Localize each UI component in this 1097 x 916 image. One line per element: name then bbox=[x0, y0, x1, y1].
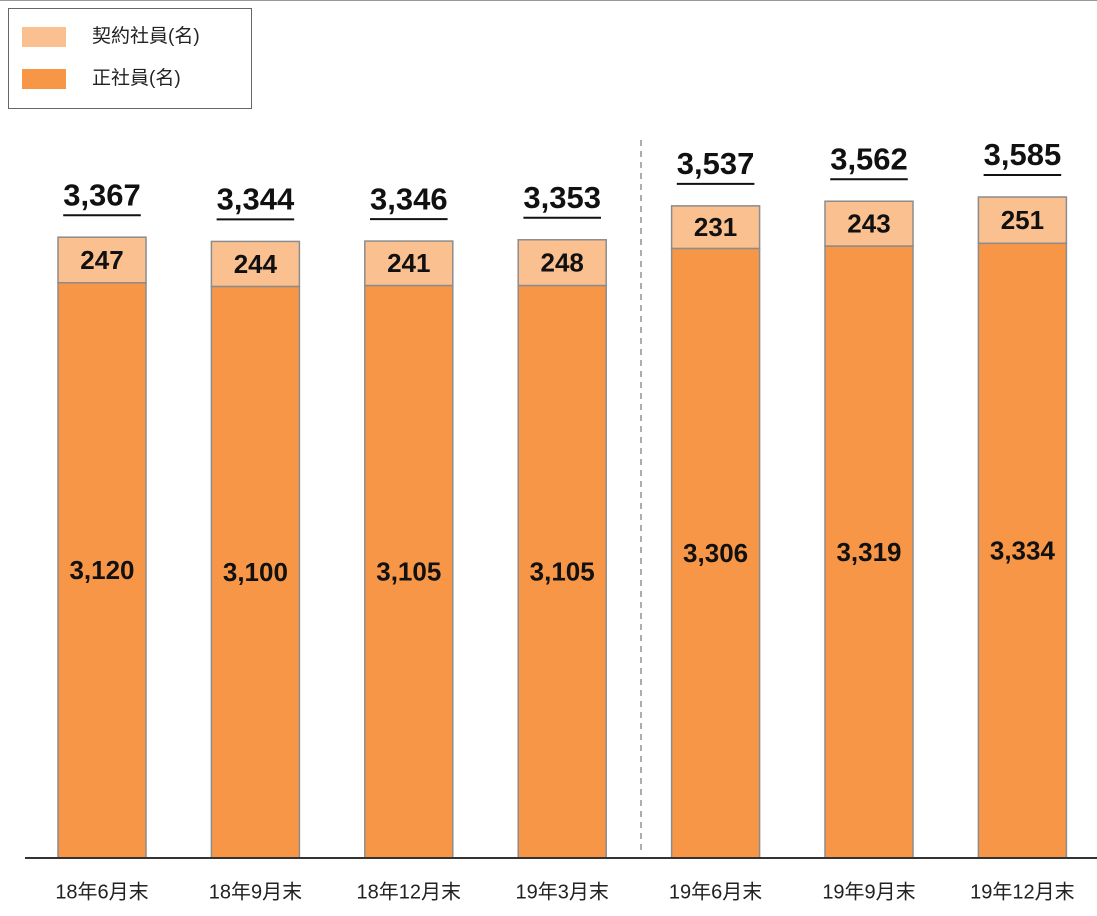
value-label: 247 bbox=[80, 245, 123, 275]
value-label: 3,120 bbox=[69, 555, 134, 585]
bar-segment bbox=[210, 285, 301, 859]
value-label: 3,105 bbox=[530, 557, 595, 587]
bar-segment bbox=[977, 196, 1068, 245]
value-label: 241 bbox=[387, 248, 430, 278]
value-label: 3,319 bbox=[836, 537, 901, 567]
value-label: 3,306 bbox=[683, 538, 748, 568]
bar-segment bbox=[977, 242, 1068, 859]
value-label: 3,334 bbox=[990, 536, 1056, 566]
total-label: 3,585 bbox=[984, 137, 1062, 172]
x-tick-label: 18年6月末 bbox=[55, 880, 148, 903]
x-tick-label: 18年9月末 bbox=[209, 880, 302, 903]
total-label: 3,367 bbox=[63, 177, 141, 212]
total-label: 3,537 bbox=[677, 146, 755, 181]
total-label: 3,353 bbox=[523, 180, 601, 215]
bar-segment bbox=[824, 245, 914, 859]
value-label: 243 bbox=[847, 209, 890, 239]
legend-box bbox=[8, 8, 252, 109]
total-label: 3,346 bbox=[370, 181, 448, 216]
bar-segment bbox=[57, 281, 147, 859]
legend-swatch bbox=[22, 27, 66, 47]
x-tick-label: 19年9月末 bbox=[822, 880, 915, 903]
x-tick-label: 19年3月末 bbox=[516, 880, 609, 903]
bar-segment bbox=[517, 239, 607, 287]
bar-segment bbox=[670, 205, 761, 250]
x-tick-label: 19年6月末 bbox=[669, 880, 762, 903]
legend-swatch bbox=[22, 69, 66, 89]
value-label: 248 bbox=[541, 248, 584, 278]
bar-segment bbox=[517, 284, 607, 859]
value-label: 251 bbox=[1001, 205, 1044, 235]
x-tick-label: 18年12月末 bbox=[357, 880, 462, 903]
total-label: 3,562 bbox=[830, 141, 908, 176]
value-label: 244 bbox=[234, 249, 278, 279]
bar-segment bbox=[364, 240, 454, 287]
value-label: 3,100 bbox=[223, 557, 288, 587]
bar-segment bbox=[364, 284, 454, 859]
legend-label: 正社員(名) bbox=[92, 67, 181, 89]
x-tick-label: 19年12月末 bbox=[970, 880, 1075, 903]
total-label: 3,344 bbox=[217, 182, 295, 217]
bar-segment bbox=[210, 240, 301, 288]
value-label: 3,105 bbox=[376, 557, 441, 587]
bar-segment bbox=[670, 247, 761, 859]
legend-label: 契約社員(名) bbox=[92, 25, 200, 47]
bar-segment bbox=[57, 236, 147, 284]
value-label: 231 bbox=[694, 212, 737, 242]
bar-segment bbox=[824, 200, 914, 247]
